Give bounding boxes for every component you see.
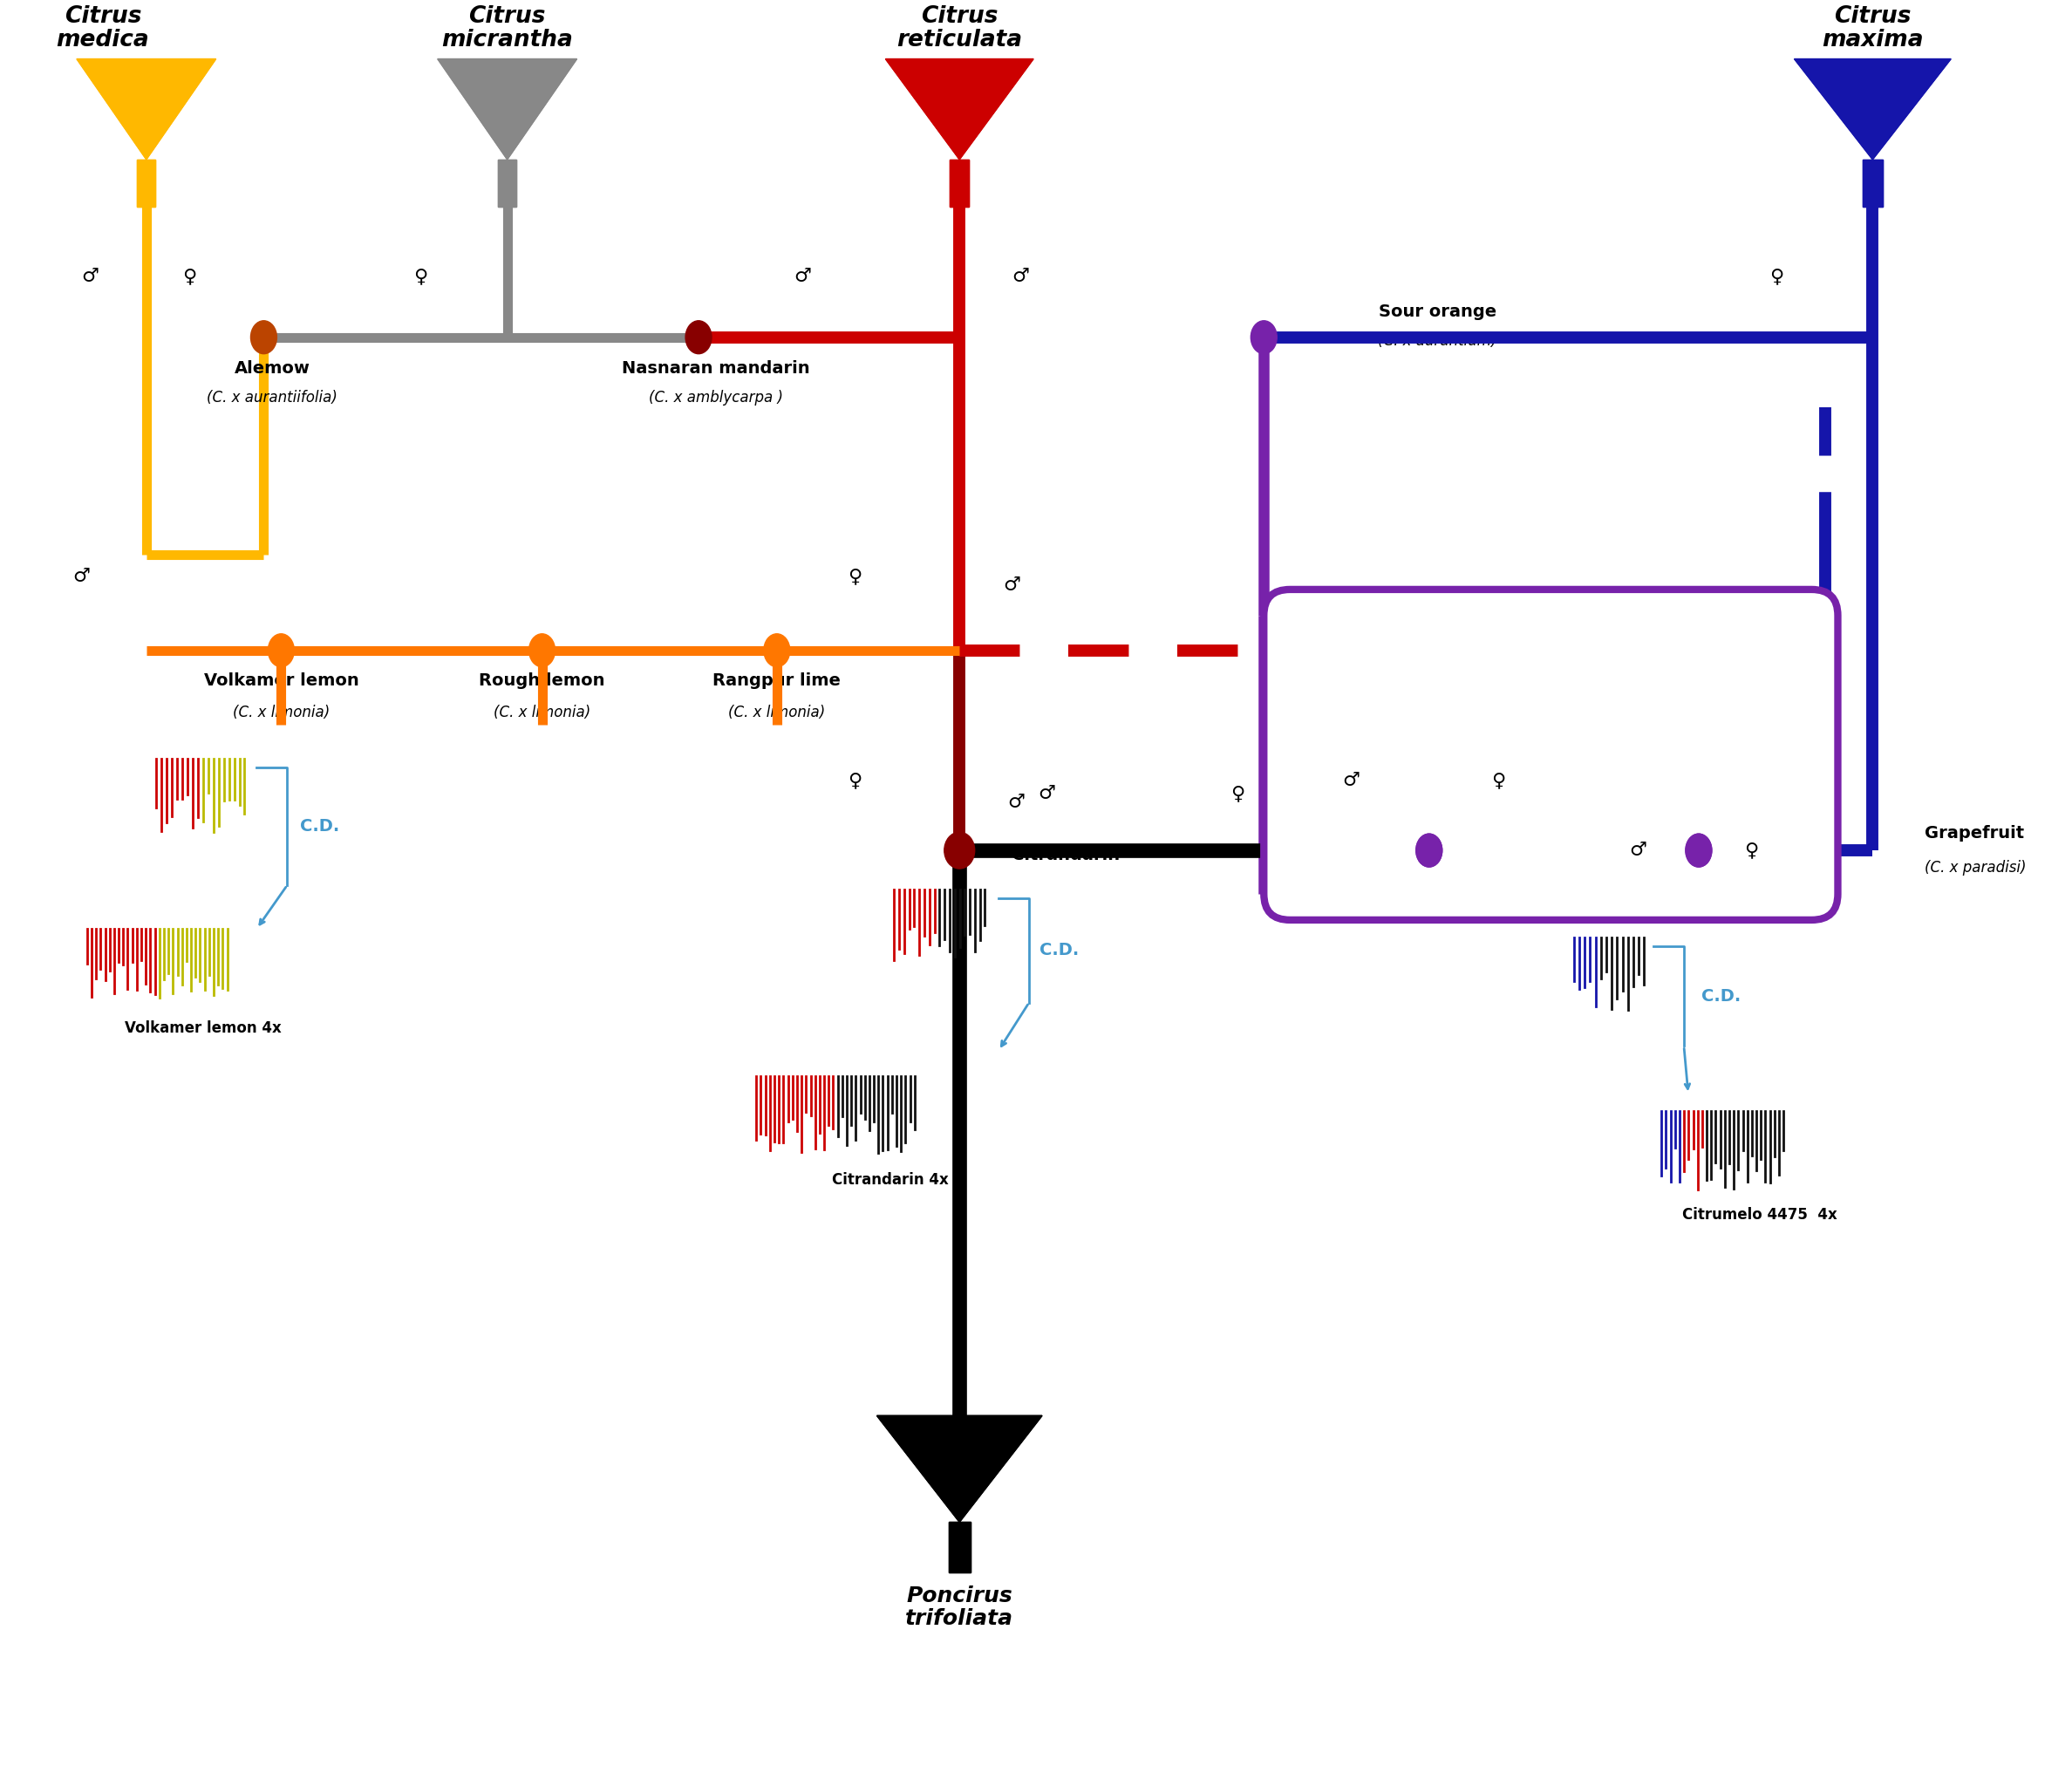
Text: Volkamer lemon 4x: Volkamer lemon 4x (124, 1021, 282, 1035)
Text: (C. x sinensis): (C. x sinensis) (1508, 689, 1610, 705)
Text: ♀: ♀ (1769, 268, 1784, 284)
Text: (C. x limonia): (C. x limonia) (493, 705, 591, 721)
Ellipse shape (765, 634, 789, 668)
Polygon shape (1794, 58, 1952, 159)
Polygon shape (885, 58, 1034, 159)
Text: Volkamer lemon: Volkamer lemon (203, 673, 358, 689)
Polygon shape (949, 159, 970, 207)
Ellipse shape (528, 634, 555, 668)
Text: C.D.: C.D. (300, 818, 340, 835)
Polygon shape (77, 58, 215, 159)
Polygon shape (77, 58, 215, 159)
Ellipse shape (1415, 834, 1442, 867)
Text: ♂: ♂ (1007, 795, 1026, 811)
Text: C.D.: C.D. (1701, 987, 1740, 1005)
Polygon shape (137, 159, 155, 207)
Text: ♂: ♂ (1038, 786, 1055, 802)
Text: C.D.: C.D. (1040, 941, 1080, 959)
Polygon shape (1863, 159, 1883, 207)
Polygon shape (949, 1522, 970, 1572)
Text: ♂: ♂ (794, 268, 812, 284)
Text: Citrandarin 4x: Citrandarin 4x (831, 1173, 949, 1189)
Polygon shape (497, 159, 516, 207)
Polygon shape (949, 1522, 970, 1572)
Ellipse shape (1687, 834, 1711, 867)
Text: ♂: ♂ (1343, 772, 1359, 789)
Text: (C. x aurantium): (C. x aurantium) (1378, 332, 1498, 348)
Text: Citrange: Citrange (1370, 872, 1452, 888)
Polygon shape (137, 159, 155, 207)
Text: Sour orange: Sour orange (1378, 304, 1496, 320)
Text: Citrumelo: Citrumelo (1651, 876, 1745, 894)
Text: ♀: ♀ (847, 567, 862, 585)
Text: Citrumelo 4475  4x: Citrumelo 4475 4x (1682, 1206, 1838, 1222)
Text: (C. x amblycarpa ): (C. x amblycarpa ) (649, 389, 783, 404)
Ellipse shape (251, 321, 278, 353)
Text: (C. x aurantiifolia): (C. x aurantiifolia) (207, 389, 338, 404)
Text: ♂: ♂ (1003, 576, 1019, 593)
Text: (C. x limonia): (C. x limonia) (232, 705, 329, 721)
Ellipse shape (267, 634, 294, 668)
Polygon shape (876, 1416, 1042, 1522)
Text: Grapefruit: Grapefruit (1925, 825, 2024, 841)
Text: ♀: ♀ (1492, 772, 1506, 789)
Text: ♂: ♂ (1011, 268, 1030, 284)
Text: ♀: ♀ (847, 772, 862, 789)
Ellipse shape (945, 832, 974, 869)
Text: ♀: ♀ (1231, 786, 1245, 802)
Text: ♂: ♂ (73, 567, 89, 585)
Polygon shape (1863, 159, 1883, 207)
Text: ♂: ♂ (1629, 842, 1647, 858)
Text: ♂: ♂ (81, 268, 99, 284)
Ellipse shape (686, 321, 711, 353)
Text: Citrus
maxima: Citrus maxima (1821, 5, 1923, 51)
Text: Citrus
reticulata: Citrus reticulata (897, 5, 1021, 51)
Text: Rangpur lime: Rangpur lime (713, 673, 841, 689)
Text: ♀: ♀ (1745, 842, 1757, 858)
Polygon shape (437, 58, 576, 159)
Polygon shape (497, 159, 516, 207)
Text: Poncirus
trifoliata: Poncirus trifoliata (905, 1586, 1013, 1628)
Polygon shape (1794, 58, 1952, 159)
Text: Alemow: Alemow (234, 360, 311, 376)
Text: Citrandarin: Citrandarin (1011, 846, 1119, 864)
Polygon shape (949, 159, 970, 207)
Text: Rough lemon: Rough lemon (479, 673, 605, 689)
Text: Nasnaran mandarin: Nasnaran mandarin (622, 360, 810, 376)
FancyBboxPatch shape (1264, 590, 1838, 920)
Text: (C. x limonia): (C. x limonia) (729, 705, 825, 721)
Ellipse shape (1687, 834, 1711, 867)
Ellipse shape (1415, 834, 1442, 867)
Text: Citrus
medica: Citrus medica (56, 5, 149, 51)
Text: (C. x paradisi): (C. x paradisi) (1925, 860, 2026, 876)
Polygon shape (885, 58, 1034, 159)
Polygon shape (876, 1416, 1042, 1522)
Text: Sweet orange: Sweet orange (1494, 655, 1627, 671)
Text: Citrus
micrantha: Citrus micrantha (441, 5, 574, 51)
Text: ♀: ♀ (412, 268, 427, 284)
Text: ♀: ♀ (182, 268, 197, 284)
Polygon shape (437, 58, 576, 159)
Ellipse shape (1251, 321, 1276, 353)
